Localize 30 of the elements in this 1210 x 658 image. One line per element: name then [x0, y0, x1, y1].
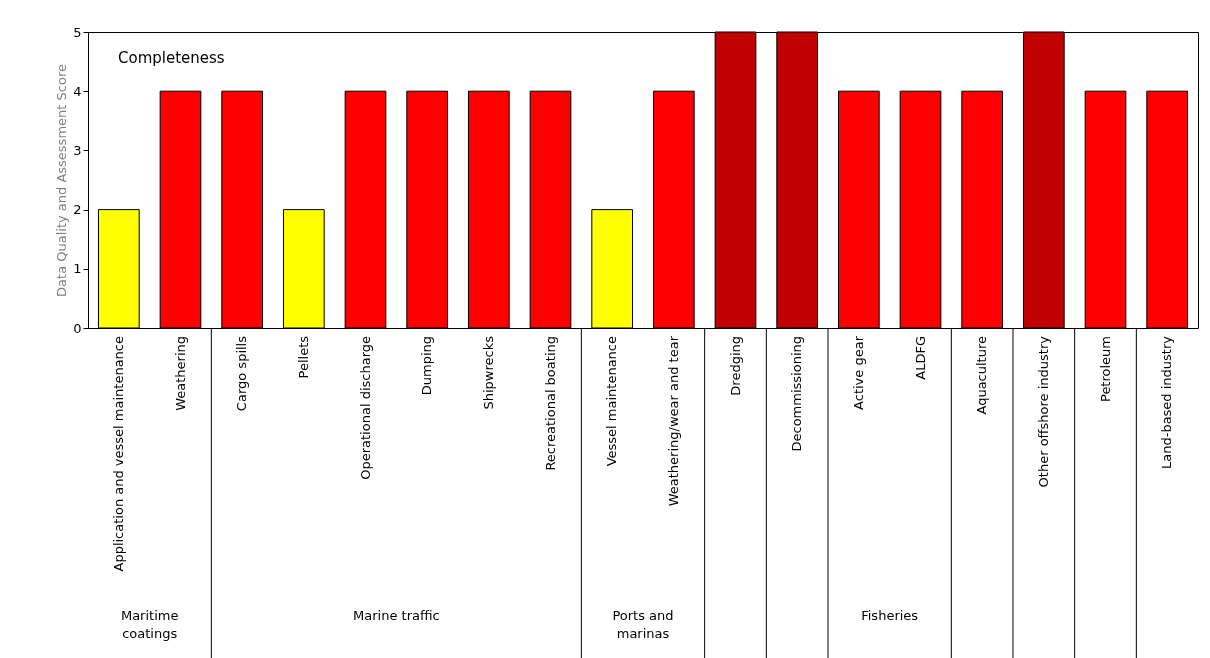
y-tick-label: 2	[73, 202, 82, 218]
x-tick-label: Dredging	[727, 336, 743, 396]
x-tick-label: Decommissioning	[789, 336, 805, 452]
x-tick-label: Vessel maintenance	[604, 336, 620, 467]
y-tick-label: 0	[73, 320, 82, 336]
x-tick-label: Other offshore industry	[1035, 335, 1051, 488]
x-tick-label: Weathering/wear and tear	[665, 335, 681, 507]
text: Fisheries	[861, 608, 919, 623]
x-tick-label: Application and vessel maintenance	[110, 336, 126, 572]
x-tick-label: Shipwrecks	[480, 335, 496, 410]
x-tick-label: Weathering	[172, 336, 188, 411]
text: Ports and marinas	[612, 608, 674, 641]
x-tick-label: Cargo spills	[234, 335, 250, 412]
x-tick-label: Operational discharge	[357, 336, 373, 480]
y-tick-label: 1	[73, 261, 82, 277]
y-axis-title: Data Quality and Assessment Score	[54, 64, 70, 297]
text: Marine traffic	[353, 608, 440, 623]
y-tick-label: 4	[73, 83, 82, 99]
x-tick-label: Dumping	[419, 336, 435, 396]
x-tick-label: Petroleum	[1097, 336, 1113, 402]
y-tick-label: 5	[73, 24, 82, 40]
text: Maritime coatings	[120, 608, 179, 641]
text: Completeness	[118, 49, 225, 67]
x-tick-label: ALDFG	[912, 336, 928, 380]
x-tick-label: Land-based industry	[1159, 335, 1175, 470]
x-tick-label: Active gear	[850, 335, 866, 410]
y-tick-label: 3	[73, 142, 82, 158]
x-tick-label: Aquaculture	[974, 336, 990, 415]
x-tick-label: Recreational boating	[542, 336, 558, 471]
x-tick-label: Pellets	[295, 335, 311, 379]
